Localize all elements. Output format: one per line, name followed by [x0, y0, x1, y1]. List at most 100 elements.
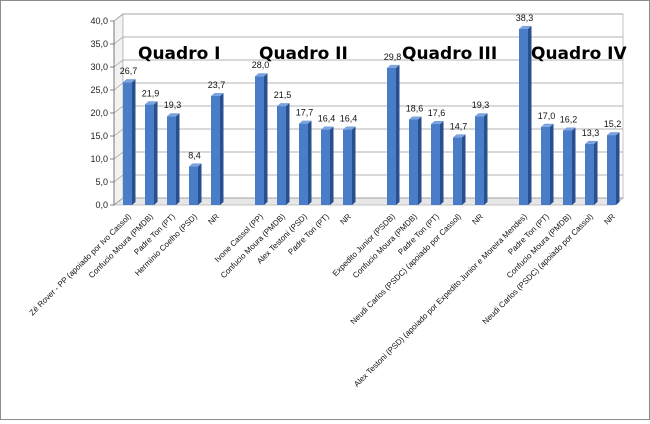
bar-side	[308, 120, 312, 205]
bar-top	[409, 116, 422, 120]
quadro-title: Quadro IV	[531, 44, 628, 64]
bar	[255, 76, 264, 205]
bar	[541, 126, 550, 205]
bar-side	[484, 113, 488, 205]
bar-top	[343, 126, 356, 130]
bar	[519, 28, 528, 205]
data-label: 17,6	[428, 108, 446, 118]
bar	[189, 166, 198, 205]
bar-top	[211, 92, 224, 96]
bar-top	[519, 25, 532, 29]
bar-side	[264, 73, 268, 205]
data-label: 26,7	[120, 66, 138, 76]
data-label: 19,3	[472, 100, 490, 110]
bar-side	[462, 134, 466, 205]
data-label: 16,4	[340, 114, 358, 124]
bar	[299, 123, 308, 205]
bar-side	[330, 126, 334, 205]
y-tick-label: 25,0	[90, 85, 108, 95]
bar-top	[189, 163, 202, 167]
data-label: 13,3	[582, 128, 600, 138]
data-label: 15,2	[604, 119, 622, 129]
category-label: NR	[206, 212, 221, 227]
bar-top	[145, 101, 158, 105]
data-label: 23,7	[208, 80, 226, 90]
gridline-side	[113, 82, 124, 91]
category-label: NR	[338, 212, 353, 227]
bar-side	[440, 121, 444, 205]
bar-side	[550, 123, 554, 205]
data-label: 28,0	[252, 60, 270, 70]
bar-top	[167, 113, 180, 117]
bar-side	[528, 25, 532, 205]
data-label: 19,3	[164, 100, 182, 110]
bar-side	[176, 113, 180, 205]
y-tick-label: 20,0	[90, 108, 108, 118]
bar	[585, 143, 594, 205]
gridline-side	[113, 13, 124, 22]
data-label: 38,3	[516, 13, 534, 23]
quadro-title: Quadro III	[402, 44, 497, 64]
bar-top	[299, 120, 312, 124]
gridline-side	[113, 59, 124, 68]
bar	[431, 124, 440, 205]
gridlines	[113, 13, 623, 206]
bar-top	[277, 103, 290, 107]
bar-side	[220, 92, 224, 205]
bar-top	[541, 123, 554, 127]
category-labels: Zé Rover - PP (apoiado por Ivo Cassol)Co…	[28, 212, 617, 389]
bar-side	[572, 127, 576, 205]
bar-top	[607, 132, 620, 136]
bar-top	[475, 113, 488, 117]
y-tick-label: 10,0	[90, 154, 108, 164]
data-label: 17,0	[538, 111, 556, 121]
category-label: NR	[602, 212, 617, 227]
quadro-title: Quadro I	[138, 44, 221, 64]
y-tick-label: 40,0	[90, 16, 108, 26]
bar-top	[563, 127, 576, 131]
bar-side	[352, 126, 356, 205]
y-axis: 0,0 5,0 10,0 15,0 20,0 25,0 30,0 35,0 40,0	[90, 16, 115, 210]
bar-side	[418, 116, 422, 205]
data-label: 16,2	[560, 114, 578, 124]
gridline-side	[113, 105, 124, 114]
bar	[409, 119, 418, 205]
bar	[277, 106, 286, 205]
gridline-side	[113, 36, 124, 45]
gridline-side	[113, 151, 124, 160]
y-tick-label: 5,0	[95, 177, 108, 187]
y-tick-label: 0,0	[95, 200, 108, 210]
y-tick-label: 30,0	[90, 62, 108, 72]
bar-top	[321, 126, 334, 130]
bar	[167, 116, 176, 205]
category-label: NR	[470, 212, 485, 227]
gridline-side	[113, 197, 124, 206]
bar	[145, 104, 154, 205]
quadro-title: Quadro II	[259, 44, 348, 64]
bar-side	[594, 140, 598, 205]
bar	[211, 95, 220, 205]
bar	[387, 67, 396, 205]
bar-side	[396, 64, 400, 205]
data-label: 16,4	[318, 114, 336, 124]
data-label: 21,5	[274, 90, 292, 100]
data-labels: 26,7 21,9 19,3 8,4 23,7 28,0 21,5 17,7 16,4 16,4 2…	[120, 13, 622, 161]
data-label: 21,9	[142, 88, 160, 98]
bar	[123, 82, 132, 205]
bar-top	[431, 121, 444, 125]
data-label: 17,7	[296, 108, 314, 118]
category-label: Zé Rover - PP (apoiado por Ivo Cassol)	[28, 212, 134, 318]
data-label: 8,4	[188, 150, 201, 160]
group-titles: Quadro I Quadro II Quadro III Quadro IV	[138, 44, 628, 64]
y-tick-label: 35,0	[90, 39, 108, 49]
data-label: 29,8	[384, 52, 402, 62]
bar-top	[585, 140, 598, 144]
data-label: 18,6	[406, 103, 424, 113]
y-tick-label: 15,0	[90, 131, 108, 141]
bar-top	[387, 64, 400, 68]
gridline-side	[113, 174, 124, 183]
bar	[563, 130, 572, 205]
bar-side	[286, 103, 290, 205]
